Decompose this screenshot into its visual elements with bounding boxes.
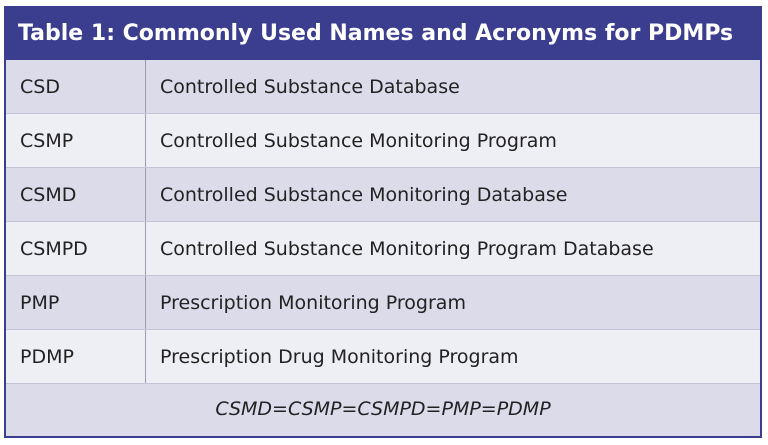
table-row: CSD Controlled Substance Database	[6, 60, 760, 114]
acronym-cell: CSD	[6, 60, 146, 114]
acronym-cell: PDMP	[6, 329, 146, 384]
acronym-cell: CSMD	[6, 167, 146, 222]
table-row: PMP Prescription Monitoring Program	[6, 275, 760, 330]
name-cell: Prescription Drug Monitoring Program	[145, 329, 760, 384]
name-cell: Controlled Substance Monitoring Program …	[145, 221, 760, 276]
table-row: CSMP Controlled Substance Monitoring Prog…	[6, 113, 760, 168]
table-row: CSMPD Controlled Substance Monitoring Pro…	[6, 221, 760, 276]
acronym-cell: CSMPD	[6, 221, 146, 276]
name-cell: Controlled Substance Database	[145, 60, 760, 114]
table-card: Table 1: Commonly Used Names and Acronym…	[4, 6, 762, 438]
name-cell: Prescription Monitoring Program	[145, 275, 760, 330]
table-title: Table 1: Commonly Used Names and Acronym…	[6, 8, 760, 60]
table: CSD Controlled Substance Database CSMP Cont…	[6, 60, 760, 384]
table-row: PDMP Prescription Drug Monitoring Program	[6, 329, 760, 384]
name-cell: Controlled Substance Monitoring Program	[145, 113, 760, 168]
table-footer: CSMD=CSMP=CSMPD=PMP=PDMP	[6, 384, 760, 436]
name-cell: Controlled Substance Monitoring Database	[145, 167, 760, 222]
table-row: CSMD Controlled Substance Monitoring Data…	[6, 167, 760, 222]
acronym-cell: CSMP	[6, 113, 146, 168]
acronym-cell: PMP	[6, 275, 146, 330]
